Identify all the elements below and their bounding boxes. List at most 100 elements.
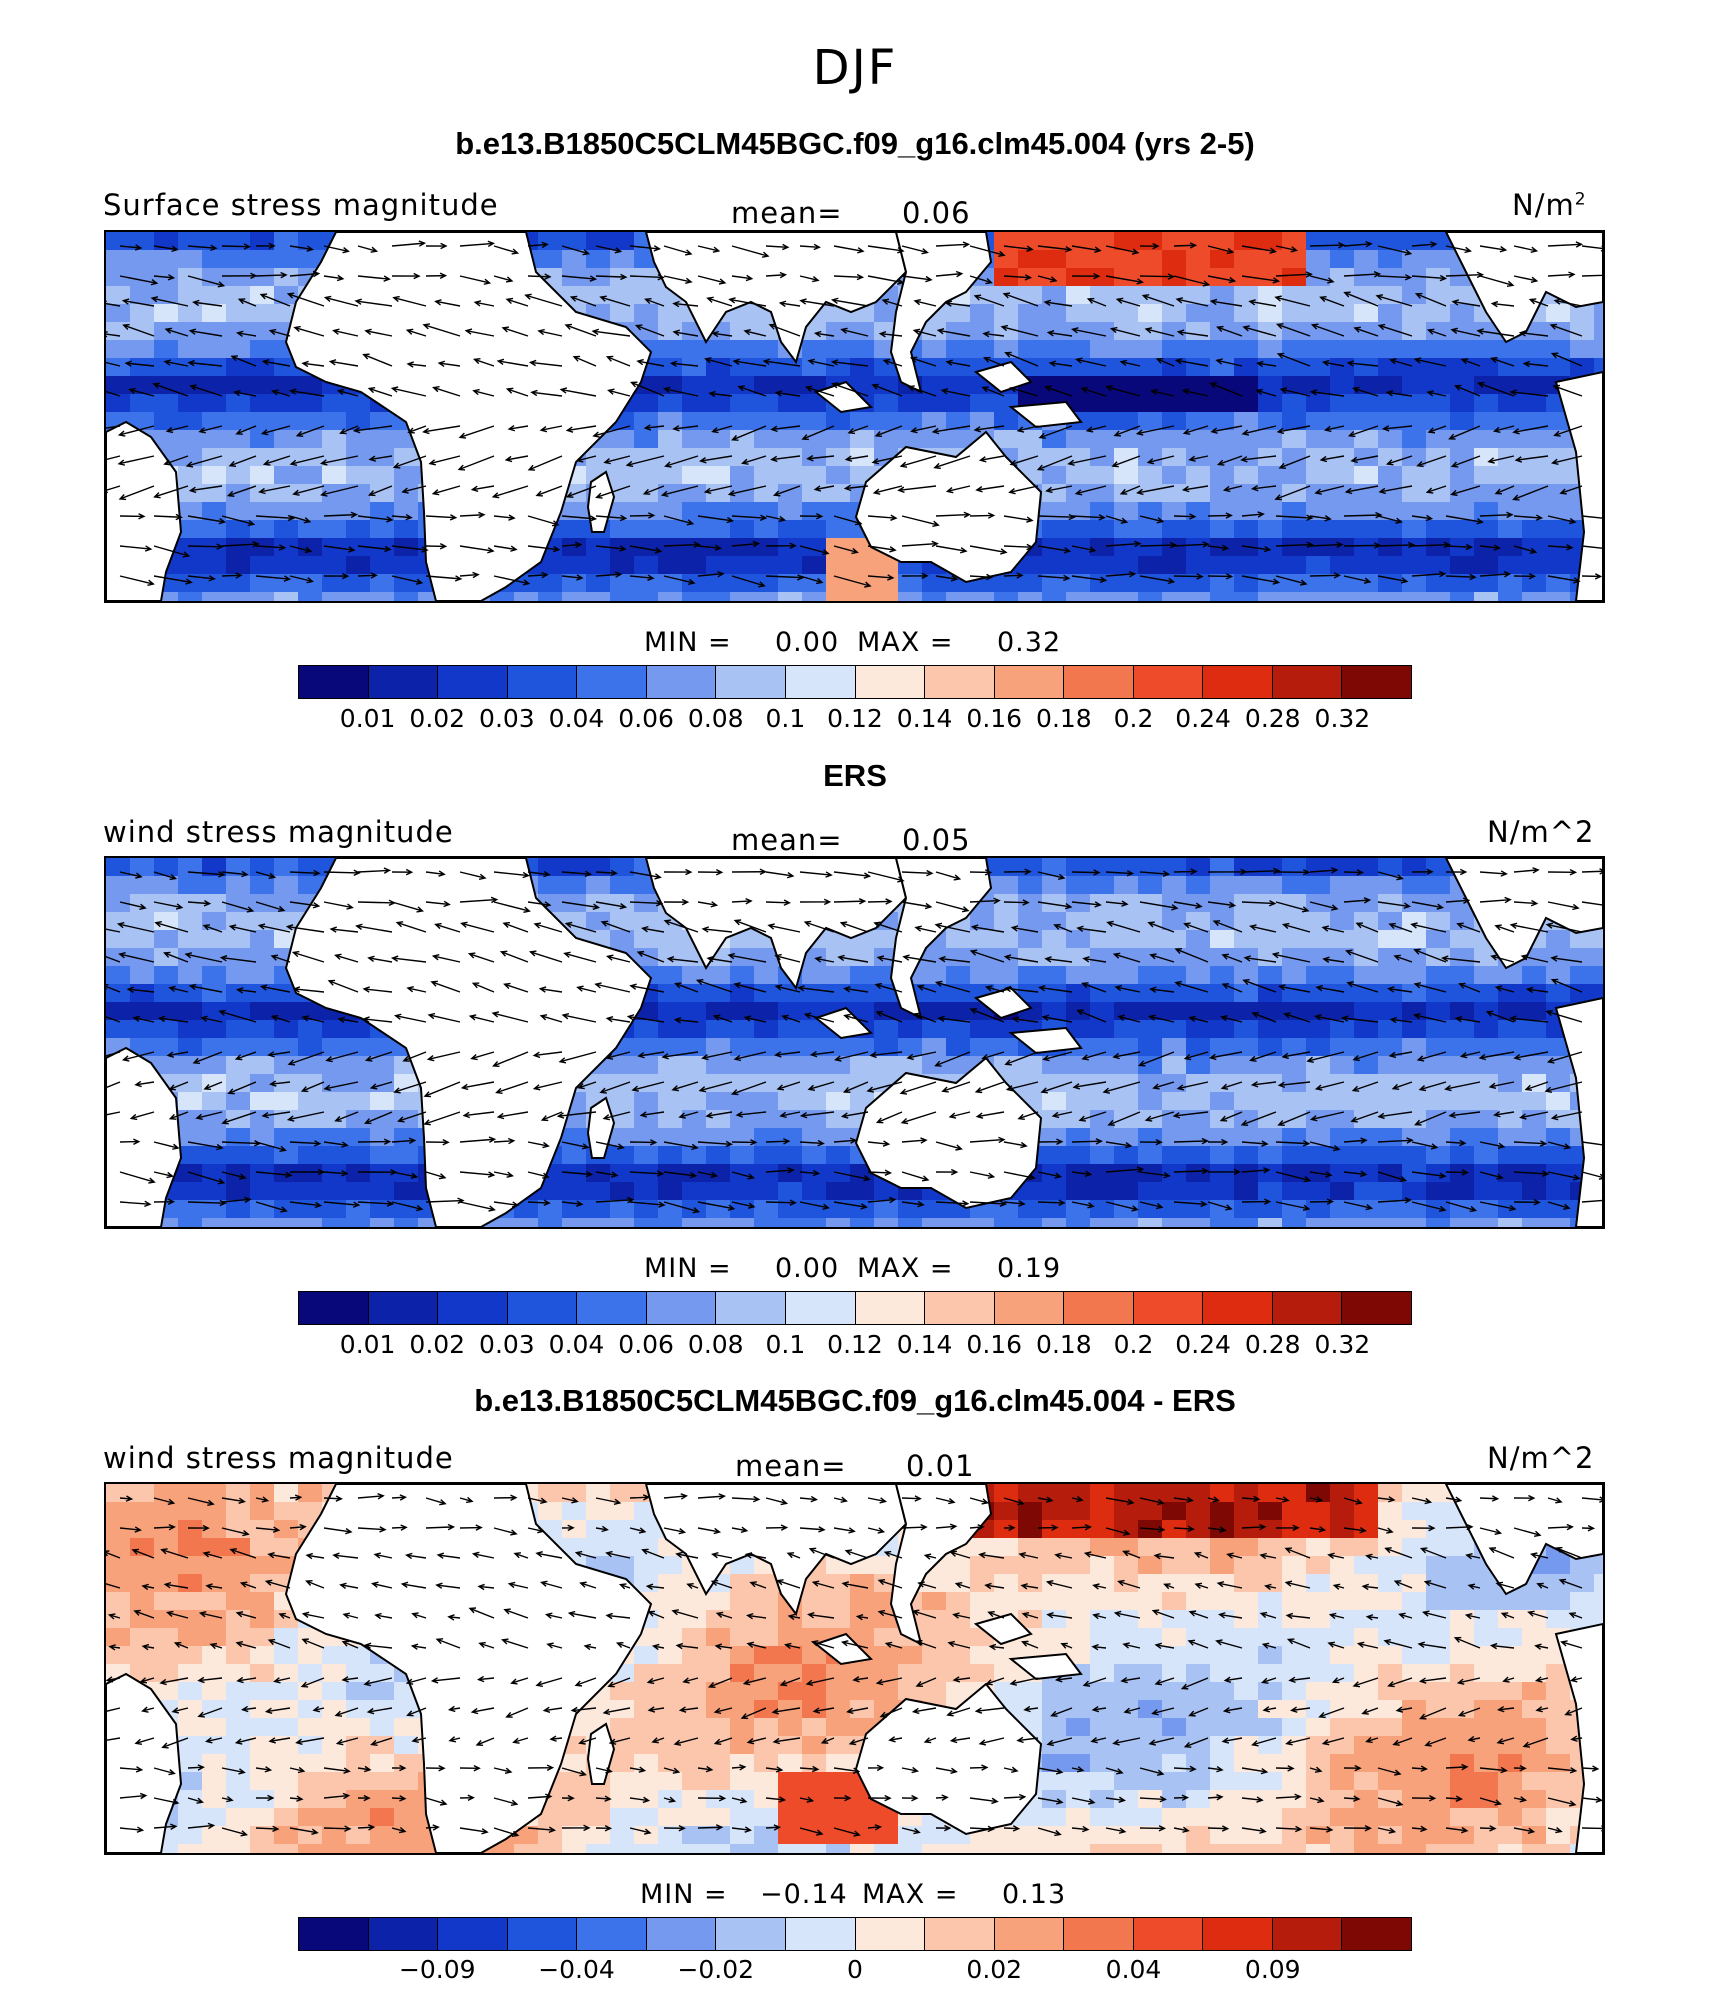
field-cell — [1186, 1538, 1211, 1557]
field-cell — [778, 1682, 803, 1701]
field-cell — [1114, 1502, 1139, 1521]
field-cell — [1234, 466, 1259, 485]
field-cell — [178, 1556, 203, 1575]
field-cell — [154, 1628, 179, 1647]
wind-vector-arrow — [1147, 921, 1175, 933]
field-cell — [370, 1038, 395, 1057]
field-cell — [1138, 304, 1163, 323]
field-cell — [130, 1502, 155, 1521]
field-cell — [1498, 394, 1523, 413]
wind-vector-arrow — [776, 1081, 801, 1091]
field-cell — [922, 1574, 947, 1593]
wind-vector-arrow — [1441, 955, 1481, 963]
field-cell — [1234, 1538, 1259, 1557]
wind-vector-arrow — [1173, 1167, 1210, 1175]
wind-vector-arrow — [352, 425, 393, 434]
field-cell — [706, 556, 731, 575]
wind-vector-arrow — [407, 425, 427, 434]
field-cell — [202, 1110, 227, 1129]
field-cell — [1546, 1074, 1571, 1093]
field-cell — [1306, 520, 1331, 539]
field-cell — [610, 858, 635, 877]
field-cell — [1378, 412, 1403, 431]
wind-vector-arrow — [975, 485, 1005, 493]
wind-vector-arrow — [1375, 294, 1413, 307]
field-cell — [1162, 1592, 1187, 1611]
colorbar-swatch — [1133, 1292, 1204, 1324]
field-cell — [730, 394, 755, 413]
field-cell — [1450, 304, 1475, 323]
field-cell — [106, 1556, 131, 1575]
field-cell — [970, 1038, 995, 1057]
field-cell — [178, 592, 203, 601]
field-cell — [922, 1056, 947, 1075]
field-cell — [274, 556, 299, 575]
field-cell — [1066, 1092, 1091, 1111]
wind-vector-arrow — [1216, 455, 1243, 466]
wind-vector-arrow — [261, 1111, 291, 1119]
field-cell — [1234, 1646, 1259, 1665]
field-cell — [1066, 876, 1091, 895]
field-cell — [730, 1146, 755, 1165]
field-cell — [1546, 304, 1571, 323]
field-cell — [1354, 394, 1379, 413]
field-cell — [994, 858, 1019, 877]
field-cell — [1090, 1074, 1115, 1093]
wind-vector-arrow — [1209, 382, 1243, 397]
field-cell — [1306, 592, 1331, 601]
field-cell — [1114, 1790, 1139, 1809]
wind-vector-arrow — [1519, 1111, 1549, 1120]
colorbar-tick-label: 0.08 — [687, 704, 744, 733]
wind-vector-arrow — [1581, 545, 1603, 550]
wind-vector-arrow — [1479, 1171, 1504, 1180]
field-cell — [1594, 966, 1603, 985]
field-cell — [994, 268, 1019, 287]
field-cell — [1210, 1092, 1235, 1111]
field-cell — [1138, 520, 1163, 539]
field-cell — [250, 1736, 275, 1755]
field-cell — [778, 1218, 803, 1227]
field-cell — [1114, 304, 1139, 323]
wind-vector-arrow — [901, 245, 929, 255]
field-cell — [874, 1556, 899, 1575]
wind-vector-arrow — [935, 1168, 959, 1176]
field-cell — [1186, 556, 1211, 575]
field-cell — [850, 430, 875, 449]
field-cell — [1162, 376, 1187, 395]
field-cell — [370, 556, 395, 575]
field-cell — [202, 1736, 227, 1755]
field-cell — [754, 376, 779, 395]
wind-vector-arrow — [460, 921, 495, 933]
field-cell — [178, 304, 203, 323]
wind-vector-arrow — [1173, 868, 1198, 875]
field-cell — [298, 1772, 323, 1791]
field-cell — [706, 1020, 731, 1039]
field-cell — [1066, 984, 1091, 1003]
field-cell — [754, 340, 779, 359]
wind-vector-arrow — [1106, 920, 1141, 933]
wind-vector-arrow — [255, 575, 292, 582]
field-cell — [1162, 930, 1187, 949]
field-cell — [1306, 1056, 1331, 1075]
panel-2-map — [104, 856, 1605, 1229]
wind-vector-arrow — [369, 1081, 393, 1090]
wind-vector-arrow — [357, 245, 379, 253]
wind-vector-arrow — [969, 275, 993, 285]
field-cell — [274, 1628, 299, 1647]
field-cell — [1426, 394, 1451, 413]
field-cell — [754, 466, 779, 485]
field-cell — [1210, 1002, 1235, 1021]
field-cell — [274, 466, 299, 485]
field-cell — [562, 1128, 587, 1147]
wind-vector-arrow — [732, 358, 767, 367]
field-cell — [130, 1628, 155, 1647]
field-cell — [226, 358, 251, 377]
wind-vector-arrow — [493, 545, 518, 552]
field-cell — [1186, 538, 1211, 557]
field-cell — [1378, 286, 1403, 305]
field-cell — [1378, 858, 1403, 877]
wind-vector-arrow — [809, 1050, 835, 1058]
field-cell — [1258, 1056, 1283, 1075]
field-cell — [1138, 1056, 1163, 1075]
field-cell — [994, 340, 1019, 359]
